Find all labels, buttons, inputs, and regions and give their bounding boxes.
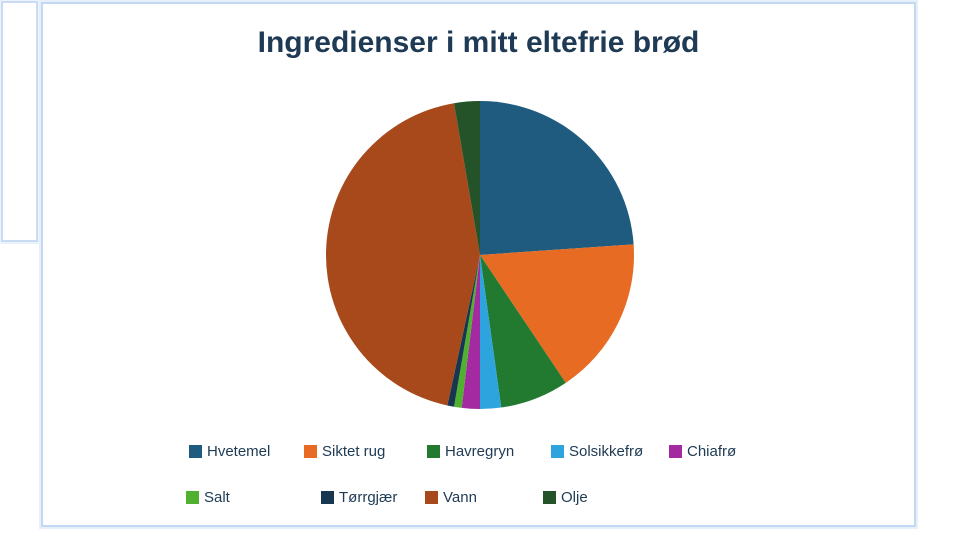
legend-label: Solsikkefrø	[569, 442, 644, 460]
chart-panel[interactable]: Ingredienser i mitt eltefrie brød Hvetem…	[41, 2, 916, 527]
legend-label: Siktet rug	[322, 442, 386, 460]
legend-label: Tørrgjær	[339, 488, 398, 506]
legend-label: Vann	[443, 488, 477, 506]
chart-title[interactable]: Ingredienser i mitt eltefrie brød	[257, 26, 700, 59]
legend-item-hvetemel[interactable]: Hvetemel	[189, 441, 304, 461]
pie-slice-havregryn[interactable]	[480, 255, 566, 408]
legend-swatch-havregryn	[427, 444, 440, 458]
legend-item-solsikkefro[interactable]: Solsikkefrø	[551, 441, 669, 461]
pie-slice-hvetemel[interactable]	[480, 101, 634, 255]
legend-label: Salt	[204, 488, 230, 506]
legend-label: Hvetemel	[207, 442, 271, 460]
legend-item-havregryn[interactable]: Havregryn	[427, 441, 551, 461]
legend-item-vann[interactable]: Vann	[425, 487, 543, 507]
pie-slice-vann[interactable]	[325, 103, 480, 406]
pie-slice-olje[interactable]	[454, 101, 480, 255]
legend-swatch-olje	[543, 490, 556, 504]
pie-slice-t-rrgj-r[interactable]	[447, 255, 480, 407]
legend-row-2: Salt Tørrgjær Vann Olje	[186, 487, 588, 507]
legend-swatch-siktet-rug	[304, 444, 317, 458]
legend-swatch-chiafro	[669, 444, 682, 458]
legend-swatch-hvetemel	[189, 444, 202, 458]
legend-swatch-salt	[186, 490, 199, 504]
legend-item-chiafro[interactable]: Chiafrø	[669, 441, 736, 461]
legend-label: Olje	[561, 488, 588, 506]
pie-slice-salt[interactable]	[454, 255, 480, 408]
pie-slice-chiafr-[interactable]	[461, 255, 480, 409]
legend-row-1: Hvetemel Siktet rug Havregryn Solsikkefr…	[189, 441, 736, 461]
legend-swatch-solsikkefro	[551, 444, 564, 458]
legend-item-torrgjaer[interactable]: Tørrgjær	[321, 487, 425, 507]
pie-slice-siktet-rug[interactable]	[480, 244, 634, 383]
legend-label: Chiafrø	[687, 442, 737, 460]
pie-slice-solsikkefr-[interactable]	[480, 255, 502, 409]
legend-label: Havregryn	[445, 442, 515, 460]
pie-chart[interactable]	[325, 100, 635, 410]
legend-item-salt[interactable]: Salt	[186, 487, 321, 507]
legend-swatch-torrgjaer	[321, 490, 334, 504]
legend-item-siktet-rug[interactable]: Siktet rug	[304, 441, 427, 461]
legend-item-olje[interactable]: Olje	[543, 487, 588, 507]
legend-swatch-vann	[425, 490, 438, 504]
adjacent-object-fragment[interactable]	[1, 1, 38, 242]
